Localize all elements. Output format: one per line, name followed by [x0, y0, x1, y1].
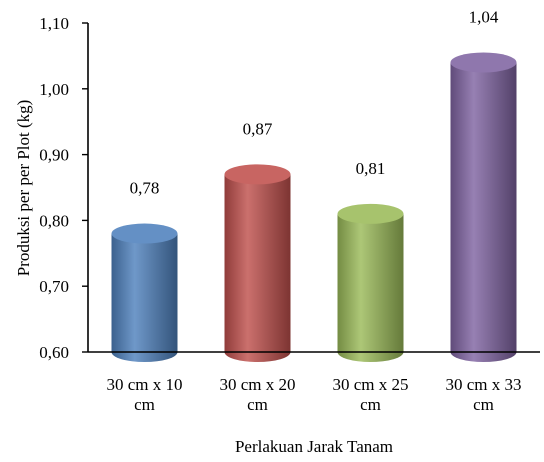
y-ticks: 0,60 0,70 0,80 0,90 1,00 1,10 — [39, 14, 88, 362]
value-labels: 0,78 0,87 0,81 1,04 — [130, 7, 499, 197]
bar-top — [450, 52, 517, 73]
value-label: 0,78 — [130, 179, 160, 198]
bar-top — [224, 164, 291, 185]
y-axis-title: Produksi per per Plot (kg) — [14, 100, 33, 277]
x-category-label: 30 cm x 25 — [332, 375, 408, 394]
bar-body — [224, 174, 291, 362]
x-category-label: cm — [360, 395, 381, 414]
y-tick-label: 0,90 — [39, 146, 69, 165]
axes — [87, 23, 540, 353]
bar-body — [450, 62, 517, 362]
bars — [111, 52, 517, 362]
value-label: 0,87 — [243, 119, 273, 138]
bar-body — [111, 233, 178, 362]
bar-top — [337, 203, 404, 224]
x-category-label: cm — [134, 395, 155, 414]
bar-3 — [337, 203, 404, 362]
x-category-label: cm — [473, 395, 494, 414]
y-tick-label: 1,00 — [39, 80, 69, 99]
x-category-label: cm — [247, 395, 268, 414]
bar-1 — [111, 223, 178, 362]
bar-2 — [224, 164, 291, 362]
y-tick-label: 0,60 — [39, 343, 69, 362]
x-category-label: 30 cm x 10 — [106, 375, 182, 394]
x-category-label: 30 cm x 33 — [445, 375, 521, 394]
x-category-label: 30 cm x 20 — [219, 375, 295, 394]
bar-4 — [450, 52, 517, 362]
value-label: 1,04 — [469, 7, 499, 26]
y-tick-label: 1,10 — [39, 14, 69, 33]
y-tick-label: 0,80 — [39, 211, 69, 230]
bar-body — [337, 213, 404, 362]
bar-top — [111, 223, 178, 244]
y-tick-label: 0,70 — [39, 277, 69, 296]
x-axis-title: Perlakuan Jarak Tanam — [235, 437, 393, 456]
value-label: 0,81 — [356, 159, 386, 178]
